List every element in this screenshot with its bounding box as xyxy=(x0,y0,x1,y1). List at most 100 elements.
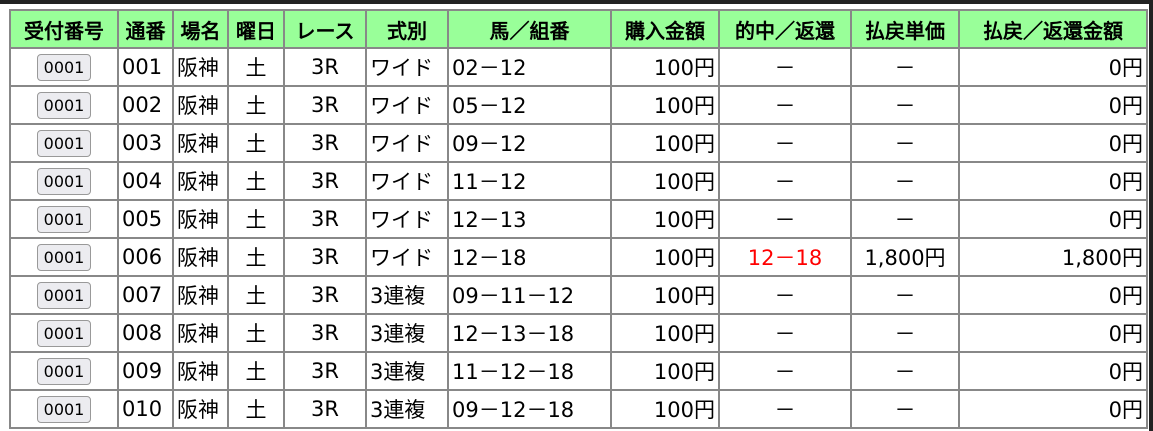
receipt-button[interactable]: 0001 xyxy=(36,243,92,271)
serial-cell: 006 xyxy=(118,238,173,276)
combo-cell: 11－12 xyxy=(448,162,611,200)
receipt-cell: 0001 xyxy=(10,390,118,428)
header-hit: 的中／返還 xyxy=(719,10,851,48)
unit-payout-cell: － xyxy=(851,162,959,200)
serial-cell: 005 xyxy=(118,200,173,238)
receipt-button[interactable]: 0001 xyxy=(36,91,92,119)
hit-cell: － xyxy=(719,352,851,390)
serial-cell: 001 xyxy=(118,48,173,86)
unit-payout-cell: － xyxy=(851,352,959,390)
receipt-cell: 0001 xyxy=(10,352,118,390)
payout-cell: 0円 xyxy=(959,162,1147,200)
amount-cell: 100円 xyxy=(611,390,719,428)
header-venue: 場名 xyxy=(173,10,228,48)
race-cell: 3R xyxy=(284,162,366,200)
venue-cell: 阪神 xyxy=(173,390,228,428)
receipt-cell: 0001 xyxy=(10,124,118,162)
race-cell: 3R xyxy=(284,48,366,86)
receipt-cell: 0001 xyxy=(10,86,118,124)
serial-cell: 004 xyxy=(118,162,173,200)
receipt-button[interactable]: 0001 xyxy=(36,281,92,309)
table-row: 0001 005 阪神土 3R ワイド 12－13 100円－－ 0円 xyxy=(10,200,1147,238)
table-row: 0001 004 阪神土 3R ワイド 11－12 100円－－ 0円 xyxy=(10,162,1147,200)
hit-cell: － xyxy=(719,200,851,238)
receipt-button[interactable]: 0001 xyxy=(36,53,92,81)
type-cell: ワイド xyxy=(366,124,448,162)
type-cell: 3連複 xyxy=(366,314,448,352)
unit-payout-cell: － xyxy=(851,314,959,352)
table-row: 0001 003 阪神土 3R ワイド 09－12 100円－－ 0円 xyxy=(10,124,1147,162)
receipt-button[interactable]: 0001 xyxy=(36,167,92,195)
amount-cell: 100円 xyxy=(611,86,719,124)
receipt-button[interactable]: 0001 xyxy=(36,205,92,233)
day-cell: 土 xyxy=(228,390,284,428)
payout-cell: 0円 xyxy=(959,200,1147,238)
payout-cell: 0円 xyxy=(959,48,1147,86)
day-cell: 土 xyxy=(228,200,284,238)
header-row: 受付番号 通番 場名 曜日 レース 式別 馬／組番 購入金額 的中／返還 払戻単… xyxy=(10,10,1147,48)
serial-cell: 007 xyxy=(118,276,173,314)
venue-cell: 阪神 xyxy=(173,314,228,352)
hit-cell: － xyxy=(719,314,851,352)
receipt-button[interactable]: 0001 xyxy=(36,395,92,423)
race-cell: 3R xyxy=(284,124,366,162)
day-cell: 土 xyxy=(228,238,284,276)
receipt-cell: 0001 xyxy=(10,200,118,238)
header-unit-payout: 払戻単価 xyxy=(851,10,959,48)
venue-cell: 阪神 xyxy=(173,200,228,238)
amount-cell: 100円 xyxy=(611,162,719,200)
combo-cell: 12－13－18 xyxy=(448,314,611,352)
hit-cell: － xyxy=(719,86,851,124)
amount-cell: 100円 xyxy=(611,124,719,162)
unit-payout-cell: － xyxy=(851,86,959,124)
unit-payout-cell: － xyxy=(851,200,959,238)
day-cell: 土 xyxy=(228,162,284,200)
race-cell: 3R xyxy=(284,314,366,352)
amount-cell: 100円 xyxy=(611,48,719,86)
amount-cell: 100円 xyxy=(611,200,719,238)
combo-cell: 09－12－18 xyxy=(448,390,611,428)
header-combo: 馬／組番 xyxy=(448,10,611,48)
race-cell: 3R xyxy=(284,352,366,390)
race-cell: 3R xyxy=(284,86,366,124)
receipt-button[interactable]: 0001 xyxy=(36,357,92,385)
amount-cell: 100円 xyxy=(611,276,719,314)
table-row: 0001 008 阪神土 3R 3連複 12－13－18 100円－－ 0円 xyxy=(10,314,1147,352)
unit-payout-cell: － xyxy=(851,276,959,314)
venue-cell: 阪神 xyxy=(173,238,228,276)
receipt-button[interactable]: 0001 xyxy=(36,319,92,347)
unit-payout-cell: － xyxy=(851,390,959,428)
receipt-cell: 0001 xyxy=(10,48,118,86)
serial-cell: 010 xyxy=(118,390,173,428)
header-race: レース xyxy=(284,10,366,48)
venue-cell: 阪神 xyxy=(173,276,228,314)
payout-cell: 0円 xyxy=(959,124,1147,162)
combo-cell: 05－12 xyxy=(448,86,611,124)
type-cell: ワイド xyxy=(366,48,448,86)
hit-cell: － xyxy=(719,390,851,428)
combo-cell: 02－12 xyxy=(448,48,611,86)
combo-cell: 12－18 xyxy=(448,238,611,276)
type-cell: 3連複 xyxy=(366,390,448,428)
table-row: 0001 001 阪神土 3R ワイド 02－12 100円－－ 0円 xyxy=(10,48,1147,86)
table-row: 0001 006 阪神土 3R ワイド 12－18 100円 12－18 1,800円 1,800… xyxy=(10,238,1147,276)
table-row: 0001 010 阪神土 3R 3連複 09－12－18 100円－－ 0円 xyxy=(10,390,1147,428)
venue-cell: 阪神 xyxy=(173,352,228,390)
race-cell: 3R xyxy=(284,238,366,276)
unit-payout-cell: － xyxy=(851,124,959,162)
type-cell: ワイド xyxy=(366,238,448,276)
receipt-cell: 0001 xyxy=(10,314,118,352)
venue-cell: 阪神 xyxy=(173,86,228,124)
receipt-button[interactable]: 0001 xyxy=(36,129,92,157)
day-cell: 土 xyxy=(228,314,284,352)
payout-cell: 0円 xyxy=(959,276,1147,314)
venue-cell: 阪神 xyxy=(173,124,228,162)
hit-cell: － xyxy=(719,276,851,314)
serial-cell: 008 xyxy=(118,314,173,352)
day-cell: 土 xyxy=(228,124,284,162)
right-edge xyxy=(1149,0,1153,431)
receipt-cell: 0001 xyxy=(10,162,118,200)
combo-cell: 12－13 xyxy=(448,200,611,238)
combo-cell: 11－12－18 xyxy=(448,352,611,390)
payout-cell: 1,800円 xyxy=(959,238,1147,276)
